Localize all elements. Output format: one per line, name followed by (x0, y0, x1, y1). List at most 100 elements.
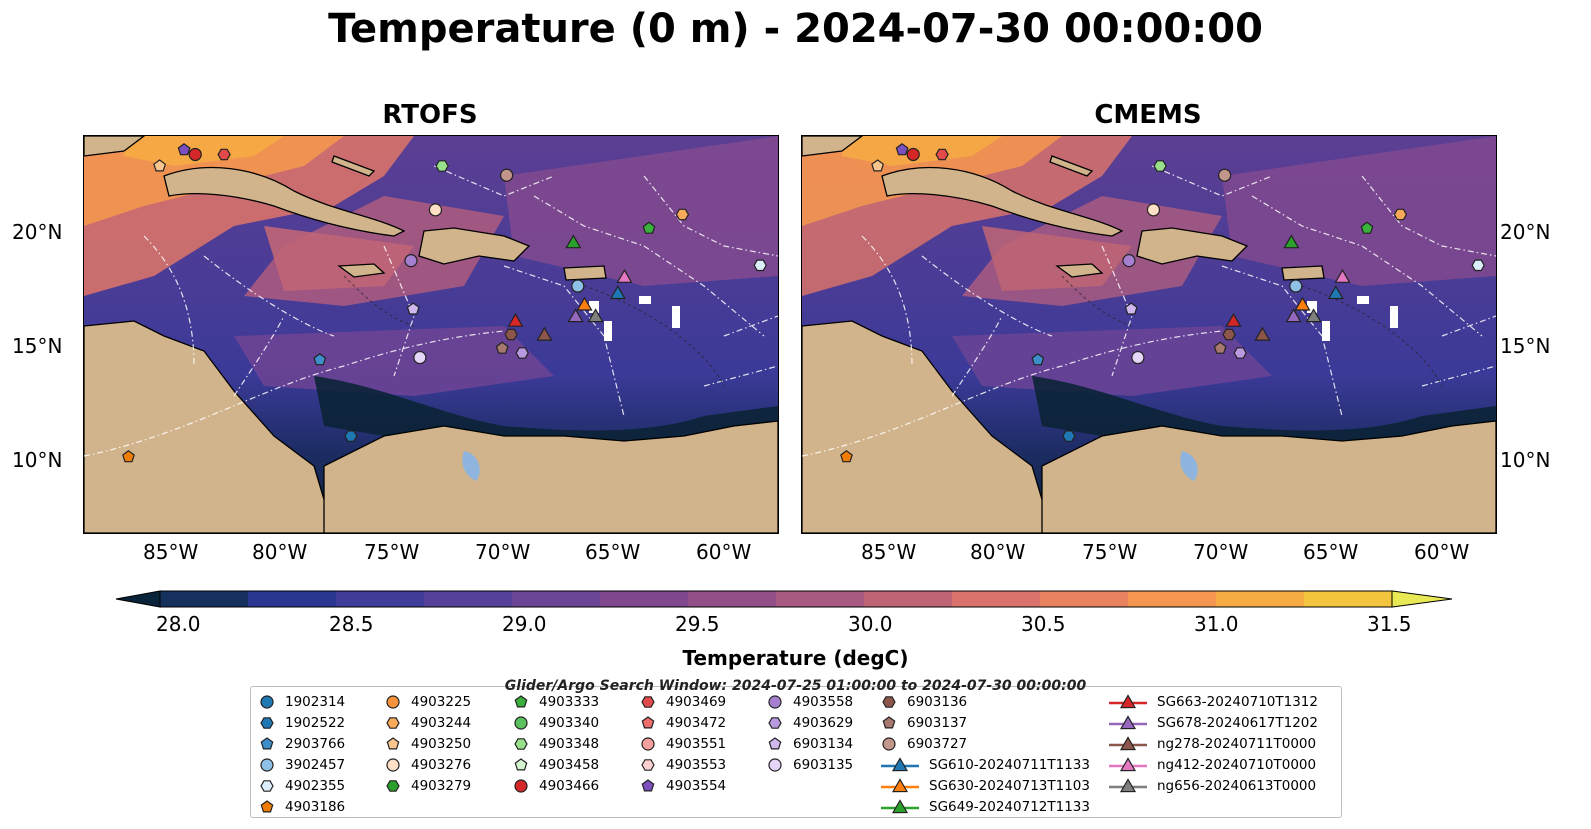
map-marker (406, 302, 420, 315)
map-panel-rtofs (83, 135, 779, 534)
legend-label: 4903551 (666, 735, 727, 752)
legend-label: ng278-20240711T0000 (1157, 735, 1317, 752)
legend-label: 4903244 (411, 714, 472, 731)
legend-marker-icon (768, 716, 782, 729)
legend-label: 4903333 (539, 693, 600, 710)
lon-label-75w-cmems: 75°W (1082, 540, 1138, 564)
lon-label-65w-cmems: 65°W (1303, 540, 1359, 564)
legend-item: 6903135 (767, 754, 853, 775)
map-marker (1222, 328, 1236, 341)
legend-item: 4903348 (513, 733, 599, 754)
legend-label: 4903558 (793, 693, 854, 710)
map-marker (515, 347, 529, 359)
legend-label: 4903458 (539, 756, 600, 773)
map-marker (642, 221, 656, 234)
map-marker (1225, 312, 1242, 327)
lon-label-85w: 85°W (143, 540, 199, 564)
legend-column: SG663-20240710T1312 SG678-20240617T1202 ng… (1109, 691, 1318, 796)
colorbar-frame (159, 590, 1393, 608)
map-marker (1294, 296, 1311, 311)
lat-label-15n: 15°N (12, 334, 63, 358)
legend-marker-icon (1109, 714, 1147, 729)
map-marker (935, 148, 949, 161)
lat-label-right-20n: 20°N (1500, 220, 1551, 244)
legend-marker-icon (260, 694, 274, 709)
map-marker (1285, 308, 1302, 323)
legend-marker-icon (641, 758, 655, 771)
legend-marker-icon (882, 715, 896, 728)
legend-label: 4903279 (411, 777, 472, 794)
legend-item: 6903727 (881, 733, 1090, 754)
map-marker (507, 312, 524, 327)
map-marker (567, 308, 584, 323)
lon-label-70w-cmems: 70°W (1193, 540, 1249, 564)
colorbar-segment (160, 591, 249, 607)
legend-marker-icon (260, 779, 274, 792)
figure-title: Temperature (0 m) - 2024-07-30 00:00:00 (328, 6, 1263, 52)
map-marker (616, 269, 633, 283)
map-marker (344, 430, 358, 442)
colorbar-segment (776, 591, 865, 607)
map-marker (895, 143, 909, 156)
legend-marker-icon (386, 779, 400, 792)
legend-item: 4903279 (385, 775, 471, 796)
colorbar-label: Temperature (degC) (682, 646, 909, 670)
map-marker (1393, 208, 1408, 221)
map-marker (1360, 221, 1374, 234)
legend-label: 3902457 (285, 756, 346, 773)
legend-marker-icon (768, 694, 782, 709)
legend-marker-icon (260, 757, 274, 772)
lon-label-60w-cmems: 60°W (1414, 540, 1470, 564)
legend-label: 4903186 (285, 798, 346, 815)
legend-label: 4903629 (793, 714, 854, 731)
map-marker (428, 203, 443, 217)
map-panel-cmems (801, 135, 1497, 534)
map-marker (1146, 203, 1161, 217)
map-marker (1153, 160, 1167, 172)
legend-marker-icon (882, 695, 896, 708)
map-marker (1062, 430, 1076, 442)
legend-label: SG663-20240710T1312 (1157, 693, 1318, 710)
legend-label: 4902355 (285, 777, 346, 794)
legend-marker-icon (641, 778, 655, 791)
legend-marker-icon (882, 736, 896, 751)
lon-label-75w: 75°W (364, 540, 420, 564)
legend-item: 4903250 (385, 733, 471, 754)
legend-item: 4903554 (640, 775, 726, 796)
colorbar-segment (512, 591, 601, 607)
legend-item: SG678-20240617T1202 (1109, 712, 1318, 733)
map-canvas (802, 136, 1496, 533)
lat-label-right-15n: 15°N (1500, 334, 1551, 358)
search-window-text: Glider/Argo Search Window: 2024-07-25 01… (504, 678, 1087, 694)
legend-item: 4903333 (513, 691, 599, 712)
legend-label: 4903553 (666, 756, 727, 773)
legend-item: 4903458 (513, 754, 599, 775)
lat-label-right-10n: 10°N (1500, 448, 1551, 472)
lon-label-80w: 80°W (252, 540, 308, 564)
legend-label: 1902314 (285, 693, 346, 710)
legend-item: ng278-20240711T0000 (1109, 733, 1318, 754)
map-marker (177, 143, 191, 156)
legend-marker-icon (881, 798, 919, 813)
legend-column: 4903225 4903244 4903250 4903276 4903279 (385, 691, 471, 796)
legend-item: 4903629 (767, 712, 853, 733)
legend-marker-icon (1109, 693, 1147, 708)
colorbar-tick-label: 29.0 (502, 612, 547, 636)
legend: 1902314 1902522 2903766 3902457 4902355 49031… (250, 686, 1342, 818)
legend-label: 2903766 (285, 735, 346, 752)
legend-marker-icon (1109, 735, 1147, 750)
map-marker (1031, 353, 1045, 366)
map-marker (188, 147, 202, 162)
map-marker (906, 147, 920, 162)
legend-item: 4903244 (385, 712, 471, 733)
legend-label: SG678-20240617T1202 (1157, 714, 1318, 731)
legend-marker-icon (768, 736, 782, 749)
legend-label: ng656-20240613T0000 (1157, 777, 1317, 794)
map-marker (1327, 285, 1344, 300)
legend-item: 4903340 (513, 712, 599, 733)
colorbar-segment (1040, 591, 1129, 607)
map-marker (609, 285, 626, 300)
legend-item: SG610-20240711T1133 (881, 754, 1090, 775)
legend-item: 6903137 (881, 712, 1090, 733)
lon-label-85w-cmems: 85°W (861, 540, 917, 564)
